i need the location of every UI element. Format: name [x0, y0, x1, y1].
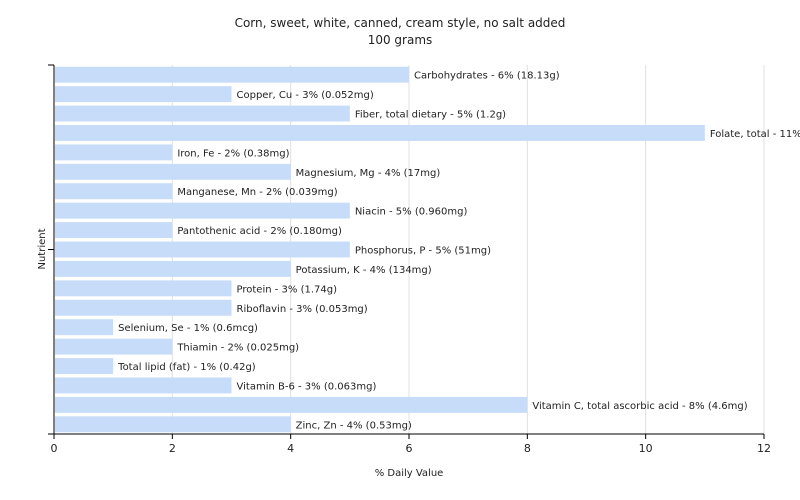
bar [55, 202, 350, 219]
x-tick-label: 2 [169, 442, 176, 455]
x-tick-label: 6 [406, 442, 413, 455]
bar [55, 358, 114, 374]
bar-label: Manganese, Mn - 2% (0.039mg) [177, 187, 337, 198]
y-axis-title: Nutrient [37, 228, 48, 269]
bar [55, 183, 173, 200]
bar [55, 163, 291, 180]
bar-label: Thiamin - 2% (0.025mg) [176, 343, 299, 354]
chart-title: Corn, sweet, white, canned, cream style,… [235, 16, 566, 30]
chart-subtitle: 100 grams [368, 33, 433, 47]
bars-group [55, 66, 705, 433]
bar [55, 241, 350, 258]
x-axis-ticks: 0 2 4 6 8 10 12 [51, 434, 771, 455]
bar-labels-group: Carbohydrates - 6% (18.13g) Copper, Cu - … [117, 71, 800, 432]
bar [55, 416, 291, 433]
bar [55, 377, 232, 394]
x-tick-label: 0 [51, 442, 58, 455]
y-axis-ticks [48, 64, 54, 435]
x-tick-label: 4 [287, 442, 294, 455]
bar [55, 222, 173, 239]
bar-label: Carbohydrates - 6% (18.13g) [414, 71, 560, 82]
x-tick-label: 10 [639, 442, 653, 455]
bar-label: Copper, Cu - 3% (0.052mg) [237, 90, 374, 101]
bar-label: Niacin - 5% (0.960mg) [355, 207, 468, 218]
bar-label: Pantothenic acid - 2% (0.180mg) [177, 226, 342, 237]
x-tick-label: 8 [524, 442, 531, 455]
bar [55, 66, 409, 83]
bar-label: Vitamin C, total ascorbic acid - 8% (4.6… [532, 401, 747, 412]
bar [55, 299, 232, 316]
bar-label: Fiber, total dietary - 5% (1.2g) [355, 110, 506, 121]
bar [55, 280, 232, 297]
bar-label: Iron, Fe - 2% (0.38mg) [177, 148, 289, 159]
x-axis-title: % Daily Value [375, 468, 444, 479]
bar [55, 86, 232, 103]
bar [55, 396, 528, 413]
bar-label: Magnesium, Mg - 4% (17mg) [296, 168, 441, 179]
bar-label: Phosphorus, P - 5% (51mg) [355, 246, 491, 257]
bar-label: Protein - 3% (1.74g) [237, 284, 338, 295]
bar-label: Riboflavin - 3% (0.053mg) [237, 304, 368, 315]
bar-label: Vitamin B-6 - 3% (0.063mg) [237, 381, 377, 392]
x-tick-label: 12 [757, 442, 771, 455]
bar-label: Folate, total - 11% (45mcg) [710, 129, 800, 140]
bar [55, 105, 350, 122]
bar-label: Potassium, K - 4% (134mg) [296, 265, 432, 276]
bar [55, 338, 173, 355]
bar [55, 319, 114, 336]
bar-label: Selenium, Se - 1% (0.6mcg) [118, 323, 258, 334]
bar [55, 144, 173, 161]
bar-label: Total lipid (fat) - 1% (0.42g) [117, 362, 256, 373]
bar-label: Zinc, Zn - 4% (0.53mg) [296, 420, 412, 431]
bar [55, 260, 291, 277]
bar [55, 125, 705, 141]
